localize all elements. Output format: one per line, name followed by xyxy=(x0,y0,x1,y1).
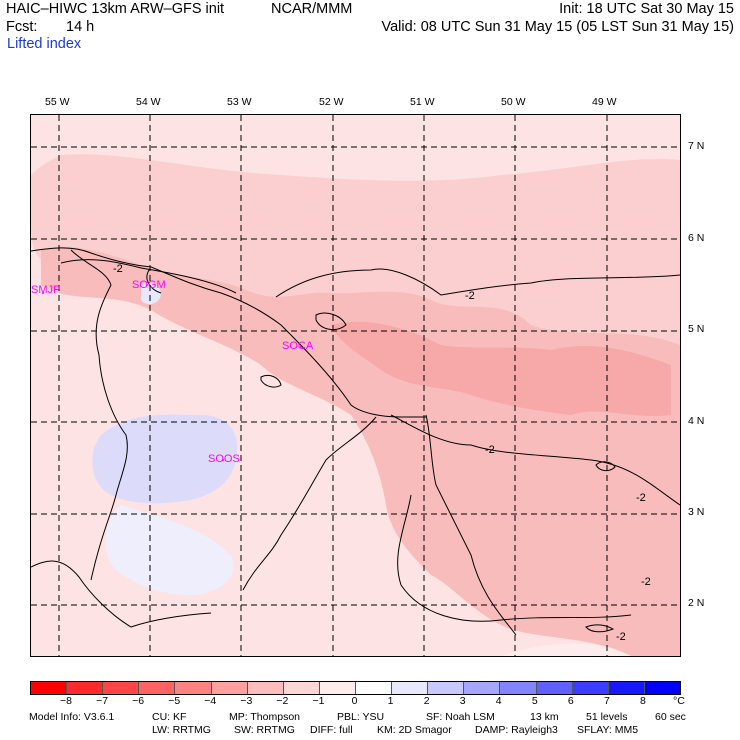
pbl-scheme: PBL: YSU xyxy=(337,711,385,723)
color-swatch xyxy=(67,682,104,694)
color-swatch xyxy=(103,682,140,694)
color-scale-tick: 4 xyxy=(495,695,502,707)
valid-time: Valid: 08 UTC Sun 31 May 15 (05 LST Sun … xyxy=(381,19,734,35)
color-swatch xyxy=(139,682,176,694)
color-swatch xyxy=(500,682,537,694)
color-swatch xyxy=(428,682,465,694)
lon-label: 51 W xyxy=(410,96,435,108)
lon-label: 53 W xyxy=(227,96,252,108)
lat-label: 5 N xyxy=(688,323,705,335)
color-swatch xyxy=(175,682,212,694)
shortwave-scheme: SW: RRTMG xyxy=(234,724,295,736)
station-label-soos: SOOS xyxy=(208,453,240,465)
color-swatch xyxy=(536,682,573,694)
station-label-soca: SOCA xyxy=(282,340,314,352)
organization-label: NCAR/MMM xyxy=(271,1,353,17)
color-scale-tick: 2 xyxy=(423,695,430,707)
lat-label: 7 N xyxy=(688,140,705,152)
coastline xyxy=(31,247,517,636)
contour-label: -2 xyxy=(113,263,123,275)
color-swatch xyxy=(247,682,284,694)
lon-label: 50 W xyxy=(501,96,526,108)
contour-label: -2 xyxy=(485,444,495,456)
lifted-index-map: -2 -2 -2 -2 -2 -2 SMJP SOGM SOCA SOOS xyxy=(30,114,681,657)
forecast-label: Fcst: xyxy=(6,19,38,35)
cumulus-scheme: CU: KF xyxy=(152,711,187,723)
lat-label: 3 N xyxy=(688,506,705,518)
color-swatch xyxy=(355,682,393,694)
lat-lon-grid xyxy=(31,115,680,656)
grid-spacing: 13 km xyxy=(530,711,559,723)
model-title: HAIC–HIWC 13km ARW–GFS init xyxy=(6,1,225,17)
color-scale-tick: −7 xyxy=(96,695,109,707)
shade-blue xyxy=(92,414,238,504)
shade-blue-south xyxy=(105,505,234,595)
color-swatch xyxy=(31,682,68,694)
shade-blue-small xyxy=(141,283,161,305)
surface-scheme: SF: Noah LSM xyxy=(426,711,495,723)
contour-lines xyxy=(60,259,680,633)
lon-label: 54 W xyxy=(136,96,161,108)
shade-core xyxy=(331,321,671,417)
color-swatch xyxy=(608,682,645,694)
color-scale-tick: −2 xyxy=(276,695,289,707)
color-scale-tick: 0 xyxy=(351,695,358,707)
contour-label: -2 xyxy=(465,290,475,302)
color-swatch xyxy=(464,682,501,694)
color-swatch xyxy=(319,682,356,694)
station-marker-sogm xyxy=(146,284,148,286)
vertical-levels: 51 levels xyxy=(586,711,628,723)
longwave-scheme: LW: RRTMG xyxy=(152,724,211,736)
color-swatch xyxy=(644,682,680,694)
lon-label: 55 W xyxy=(45,96,70,108)
color-swatch xyxy=(283,682,320,694)
lat-label: 4 N xyxy=(688,415,705,427)
color-scale-tick: 3 xyxy=(459,695,466,707)
surface-layer-scheme: SFLAY: MM5 xyxy=(577,724,639,736)
lon-label: 49 W xyxy=(592,96,617,108)
microphysics-scheme: MP: Thompson xyxy=(229,711,301,723)
color-scale-tick: 5 xyxy=(531,695,538,707)
map-canvas xyxy=(31,115,680,656)
init-time: Init: 18 UTC Sat 30 May 15 xyxy=(559,1,734,17)
color-scale-tick: −5 xyxy=(168,695,181,707)
color-scale-tick: −1 xyxy=(312,695,325,707)
color-scale-tick: −3 xyxy=(240,695,253,707)
color-swatch xyxy=(572,682,609,694)
station-marker-smjp xyxy=(42,292,44,294)
color-swatch xyxy=(211,682,248,694)
contour-label: -2 xyxy=(616,631,626,643)
damping-option: DAMP: Rayleigh3 xyxy=(475,724,558,736)
station-label-smjp: SMJP xyxy=(31,284,61,296)
color-scale-tick: 1 xyxy=(387,695,394,707)
color-scale-tick: −8 xyxy=(60,695,73,707)
color-scale-tick: 7 xyxy=(603,695,610,707)
forecast-hour: 14 h xyxy=(66,19,95,35)
station-markers xyxy=(42,284,302,461)
color-scale-tick: 8 xyxy=(640,695,646,707)
contour-label: -2 xyxy=(636,492,646,504)
station-label-sogm: SOGM xyxy=(132,279,166,291)
color-swatch xyxy=(392,682,429,694)
lat-label: 6 N xyxy=(688,232,705,244)
color-scale-bar xyxy=(30,681,681,695)
color-scale-tick: 6 xyxy=(567,695,574,707)
time-step: 60 sec xyxy=(655,711,686,723)
color-scale-tick: −6 xyxy=(132,695,145,707)
station-marker-soca xyxy=(300,346,302,348)
color-scale-unit: °C xyxy=(673,695,685,707)
lon-label: 52 W xyxy=(319,96,344,108)
model-info: Model Info: V3.6.1 xyxy=(29,711,115,723)
diffusion-option: DIFF: full xyxy=(310,724,353,736)
field-name: Lifted index xyxy=(7,36,82,52)
eddy-coefficient-option: KM: 2D Smagor xyxy=(377,724,452,736)
lat-label: 2 N xyxy=(688,597,705,609)
color-scale-tick: −4 xyxy=(204,695,217,707)
contour-label: -2 xyxy=(641,576,651,588)
station-marker-soos xyxy=(222,459,224,461)
